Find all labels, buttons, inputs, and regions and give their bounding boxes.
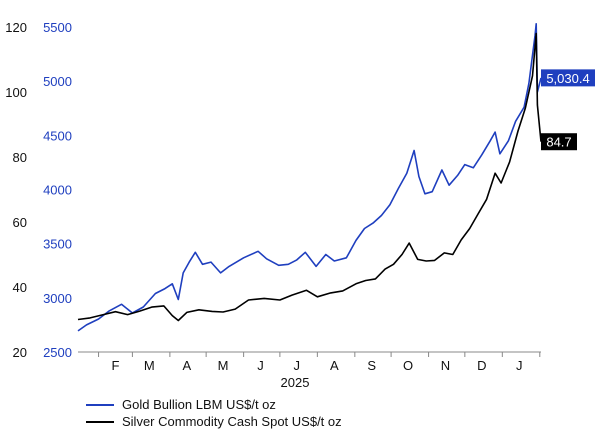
legend-swatch-silver [86, 420, 114, 423]
silver-last-value-box [541, 133, 577, 151]
x-tick-label: F [111, 358, 119, 373]
x-tick-label: J [516, 358, 523, 373]
silver-axis-tick-label: 100 [5, 85, 27, 100]
gold-axis-tick-label: 3000 [43, 291, 72, 306]
silver-last-value-label: 84.7 [546, 135, 571, 150]
x-tick-label: O [403, 358, 413, 373]
silver-axis-tick-label: 40 [13, 280, 27, 295]
silver-axis-tick-label: 120 [5, 20, 27, 35]
gold-axis-tick-label: 4000 [43, 183, 72, 198]
gold-axis-tick-label: 5500 [43, 20, 72, 35]
x-tick-label: D [477, 358, 486, 373]
gold-last-value-label: 5,030.4 [546, 71, 589, 86]
legend-label-gold: Gold Bullion LBM US$/t oz [122, 397, 276, 412]
silver-axis-tick-label: 60 [13, 215, 27, 230]
gold-series-line [77, 23, 542, 332]
x-tick-label: J [294, 358, 301, 373]
x-tick-label: M [218, 358, 229, 373]
x-tick-label: A [182, 358, 191, 373]
silver-series-line [77, 32, 542, 322]
x-tick-label: A [330, 358, 339, 373]
x-tick-label: J [257, 358, 264, 373]
legend-label-silver: Silver Commodity Cash Spot US$/t oz [122, 414, 342, 429]
gold-axis-tick-label: 5000 [43, 74, 72, 89]
x-tick-label: M [144, 358, 155, 373]
x-tick-label: N [441, 358, 450, 373]
x-axis-title: 2025 [281, 375, 310, 390]
silver-axis-tick-label: 80 [13, 150, 27, 165]
gold-axis-tick-label: 4500 [43, 128, 72, 143]
gold-last-value-box [541, 69, 595, 87]
legend-swatch-gold [86, 403, 114, 406]
x-tick-label: S [367, 358, 376, 373]
gold-axis-tick-label: 2500 [43, 345, 72, 360]
legend-item-silver: Silver Commodity Cash Spot US$/t oz [86, 414, 506, 429]
gold-axis-tick-label: 3500 [43, 237, 72, 252]
legend-item-gold: Gold Bullion LBM US$/t oz [86, 397, 506, 412]
silver-axis-tick-label: 20 [13, 345, 27, 360]
